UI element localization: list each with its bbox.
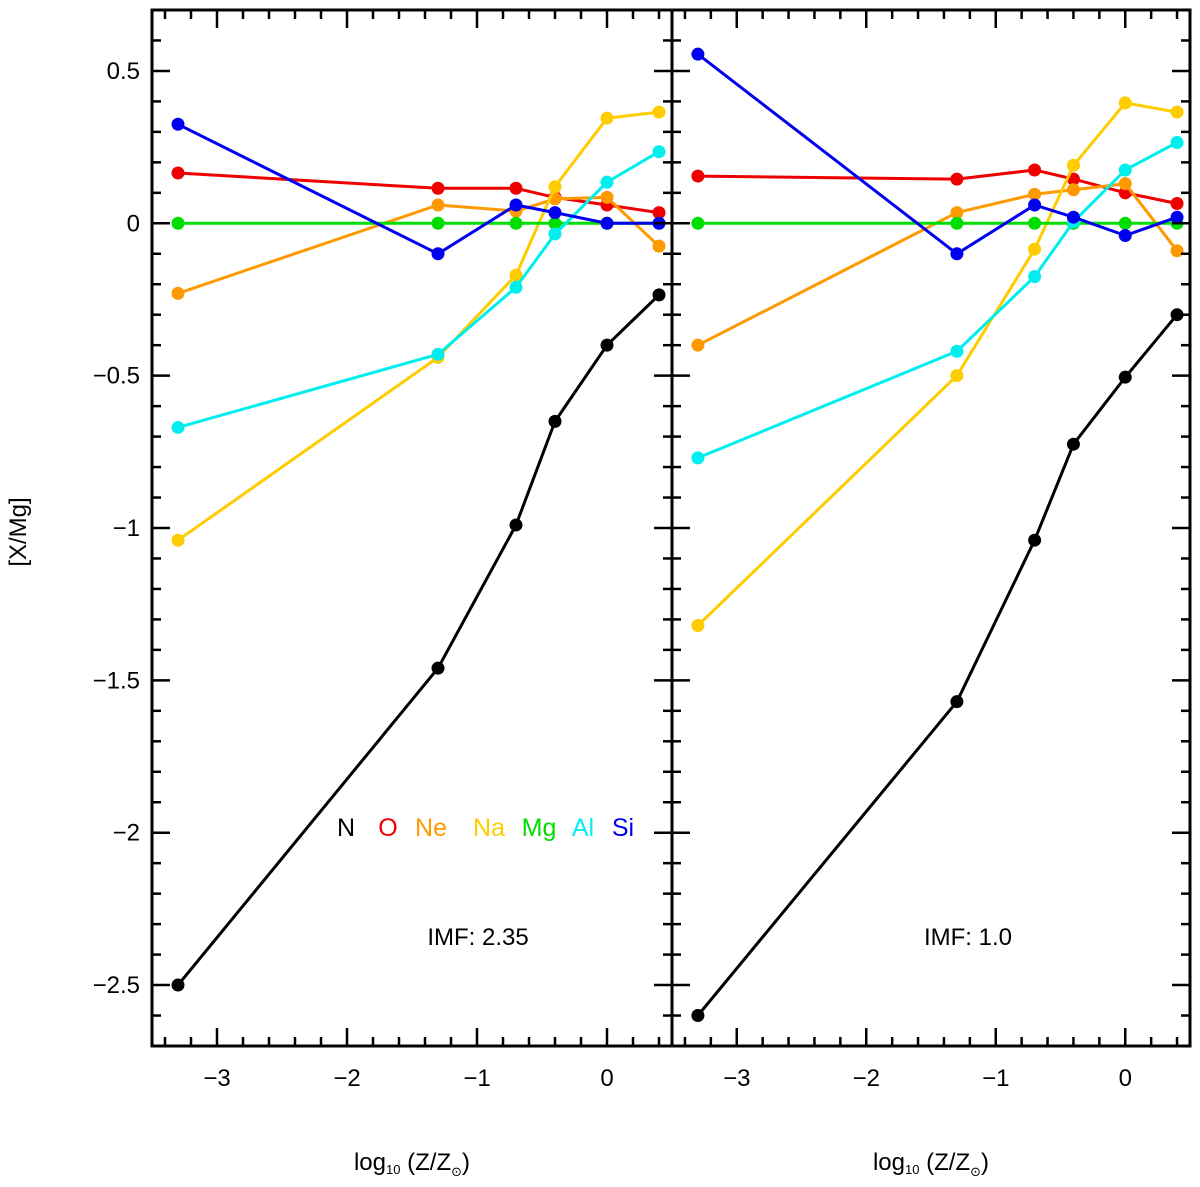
data-point-si xyxy=(432,247,445,260)
data-point-ne xyxy=(432,199,445,212)
y-tick-label: 0 xyxy=(127,210,140,237)
data-point-si xyxy=(549,206,562,219)
x-tick-label: 0 xyxy=(600,1065,613,1092)
data-point-al xyxy=(1171,136,1184,149)
data-point-si xyxy=(172,118,185,131)
data-point-n xyxy=(691,1009,704,1022)
legend-entry-ne: Ne xyxy=(415,814,447,842)
data-point-na xyxy=(172,534,185,547)
data-point-al xyxy=(1119,163,1132,176)
data-point-ne xyxy=(1067,183,1080,196)
data-point-n xyxy=(1028,534,1041,547)
data-point-al xyxy=(172,421,185,434)
x-tick-label: −2 xyxy=(853,1065,880,1092)
data-point-n xyxy=(950,695,963,708)
legend-entry-n: N xyxy=(337,814,355,842)
x-tick-label: 0 xyxy=(1119,1065,1132,1092)
data-point-ne xyxy=(172,287,185,300)
data-point-na xyxy=(1171,106,1184,119)
data-point-al xyxy=(691,451,704,464)
data-point-n xyxy=(510,518,523,531)
data-point-na xyxy=(601,112,614,125)
data-point-si xyxy=(1171,211,1184,224)
data-point-si xyxy=(1067,211,1080,224)
x-tick-label: −3 xyxy=(723,1065,750,1092)
data-point-ne xyxy=(1171,244,1184,257)
data-point-o xyxy=(1171,197,1184,210)
y-tick-label: −2 xyxy=(113,820,140,847)
data-point-n xyxy=(601,339,614,352)
legend-entry-o: O xyxy=(378,814,397,842)
x-tick-label: −2 xyxy=(333,1065,360,1092)
data-point-ne xyxy=(1119,177,1132,190)
data-point-n xyxy=(549,415,562,428)
y-tick-label: −2.5 xyxy=(93,972,140,999)
figure: −3 −2 −1 00.50−0.5−1−1.5−2−2.5log10 (Z/Z⊙)I… xyxy=(0,0,1200,1187)
data-point-na xyxy=(653,106,666,119)
data-point-mg xyxy=(691,217,704,230)
imf-annotation: IMF: 1.0 xyxy=(924,924,1012,951)
data-point-na xyxy=(691,619,704,632)
data-point-si xyxy=(601,217,614,230)
data-point-o xyxy=(1028,163,1041,176)
data-point-al xyxy=(601,176,614,189)
data-point-o xyxy=(950,173,963,186)
x-tick-label: −1 xyxy=(463,1065,490,1092)
legend-entry-na: Na xyxy=(473,814,505,842)
data-point-n xyxy=(653,288,666,301)
data-point-al xyxy=(950,345,963,358)
data-point-al xyxy=(1028,270,1041,283)
imf-annotation: IMF: 2.35 xyxy=(427,924,528,951)
y-tick-label: −1.5 xyxy=(93,667,140,694)
y-axis-label: [X/Mg] xyxy=(5,497,32,566)
legend-entry-si: Si xyxy=(612,814,634,842)
data-point-si xyxy=(691,48,704,61)
y-tick-label: −0.5 xyxy=(93,363,140,390)
data-point-n xyxy=(432,662,445,675)
legend-entry-mg: Mg xyxy=(522,814,557,842)
data-point-ne xyxy=(653,240,666,253)
data-point-si xyxy=(1119,229,1132,242)
y-tick-label: −1 xyxy=(113,515,140,542)
legend-entry-al: Al xyxy=(572,814,594,842)
data-point-o xyxy=(432,182,445,195)
data-point-si xyxy=(1028,199,1041,212)
data-point-mg xyxy=(1119,217,1132,230)
data-point-al xyxy=(432,348,445,361)
data-point-na xyxy=(1119,96,1132,109)
data-point-mg xyxy=(172,217,185,230)
data-point-o xyxy=(172,167,185,180)
data-point-n xyxy=(1067,438,1080,451)
x-tick-label: −3 xyxy=(203,1065,230,1092)
data-point-na xyxy=(549,180,562,193)
data-point-al xyxy=(510,281,523,294)
data-point-si xyxy=(510,199,523,212)
data-point-n xyxy=(1119,371,1132,384)
legend: N O Ne Na Mg Al Si xyxy=(337,814,634,842)
data-point-n xyxy=(172,979,185,992)
data-point-al xyxy=(549,227,562,240)
data-point-ne xyxy=(601,191,614,204)
data-point-o xyxy=(510,182,523,195)
data-point-o xyxy=(691,170,704,183)
data-point-na xyxy=(950,369,963,382)
data-point-mg xyxy=(510,217,523,230)
data-point-al xyxy=(653,145,666,158)
data-point-mg xyxy=(1028,217,1041,230)
x-tick-label: −1 xyxy=(982,1065,1009,1092)
y-tick-label: 0.5 xyxy=(107,58,140,85)
data-point-ne xyxy=(691,339,704,352)
data-point-na xyxy=(1067,159,1080,172)
data-point-mg xyxy=(432,217,445,230)
data-point-si xyxy=(950,247,963,260)
data-point-na xyxy=(1028,243,1041,256)
data-point-mg xyxy=(950,217,963,230)
